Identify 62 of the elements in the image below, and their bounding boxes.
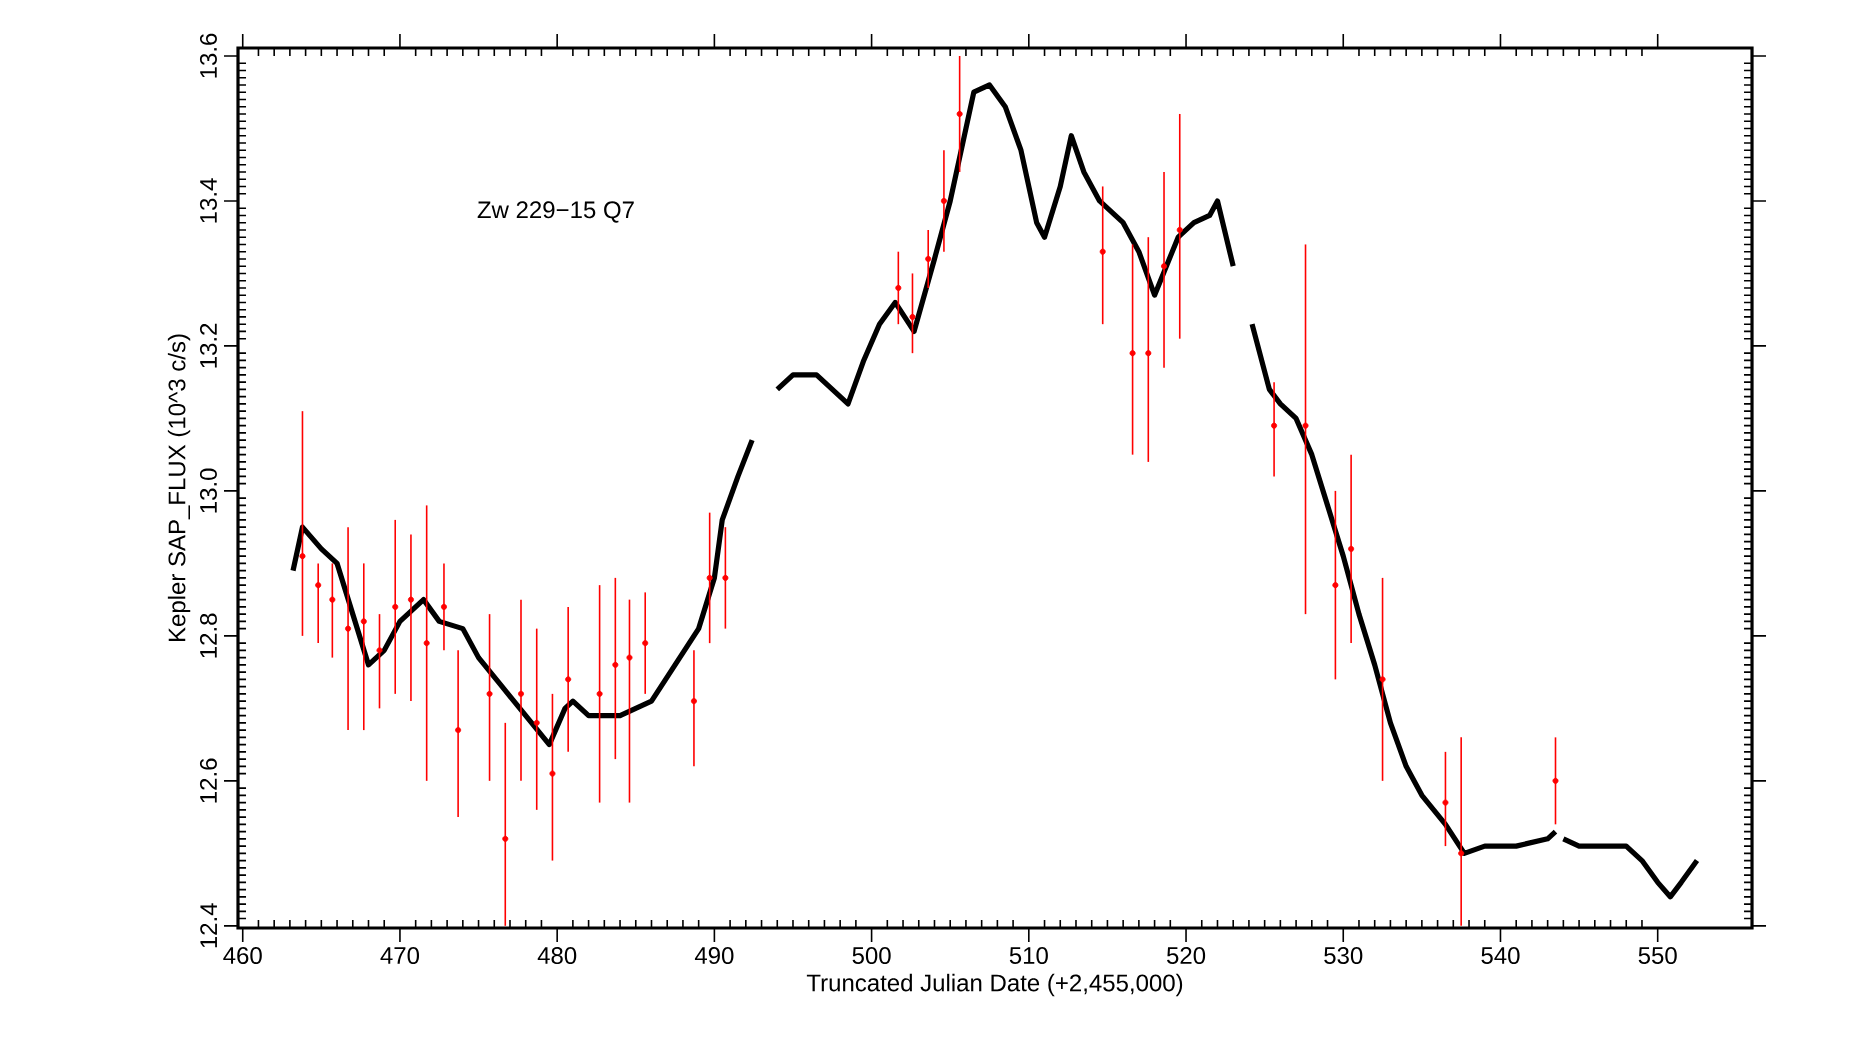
point [1145, 350, 1152, 357]
point [549, 770, 556, 777]
point [329, 596, 336, 603]
point [518, 690, 524, 697]
y-tick-label: 13.2 [199, 323, 217, 368]
point [1099, 248, 1106, 255]
point [626, 654, 633, 661]
point [345, 625, 352, 632]
x-tick-label: 460 [223, 947, 262, 965]
y-tick-label: 12.4 [200, 903, 217, 948]
point [455, 727, 462, 734]
point [376, 647, 383, 654]
x-axis-title: Truncated Julian Date (+2,455,000) [806, 973, 1183, 997]
point [315, 582, 322, 589]
point [423, 640, 430, 647]
point [1442, 799, 1449, 806]
point [440, 603, 447, 610]
text: Zw 229−15 Q7 [477, 201, 634, 223]
point [407, 596, 414, 603]
point [1302, 422, 1309, 429]
point [1271, 422, 1278, 429]
point [1458, 850, 1465, 857]
x-tick-label: 530 [1324, 947, 1363, 965]
y-tick-label: 13.4 [199, 178, 217, 223]
point [596, 690, 603, 697]
point [299, 553, 306, 560]
point [1552, 777, 1559, 784]
y-tick-label: 13.0 [199, 468, 217, 513]
point [1176, 226, 1183, 233]
point [1348, 545, 1355, 552]
y-tick-label: 12.6 [199, 758, 217, 803]
point [1379, 676, 1386, 683]
point [690, 698, 697, 705]
point [565, 676, 572, 683]
point [706, 574, 713, 581]
point [909, 313, 916, 320]
point [486, 690, 493, 697]
y-tick-label: 12.8 [199, 613, 217, 658]
x-tick-label: 490 [694, 947, 734, 965]
y-tick-label: 13.6 [199, 33, 217, 78]
x-tick-label: 470 [380, 947, 420, 965]
x-tick-label: 500 [852, 947, 891, 965]
point [642, 640, 649, 647]
point [392, 603, 399, 610]
point [722, 574, 729, 581]
x-tick-label: 550 [1638, 947, 1677, 965]
x-tick-label: 520 [1166, 947, 1206, 965]
x-tick-label: 510 [1009, 947, 1048, 965]
y-axis-title: Kepler SAP_FLUX (10^3 c/s) [167, 334, 191, 642]
point [360, 618, 367, 625]
point [940, 197, 947, 204]
point [1129, 350, 1136, 357]
point [1161, 263, 1168, 270]
point [1332, 582, 1339, 589]
point [895, 284, 902, 291]
point [612, 661, 619, 668]
point [956, 110, 963, 117]
point [925, 255, 932, 262]
x-tick-label: 480 [537, 947, 577, 965]
point [533, 719, 540, 726]
point [502, 835, 509, 842]
x-tick-label: 540 [1481, 947, 1520, 965]
